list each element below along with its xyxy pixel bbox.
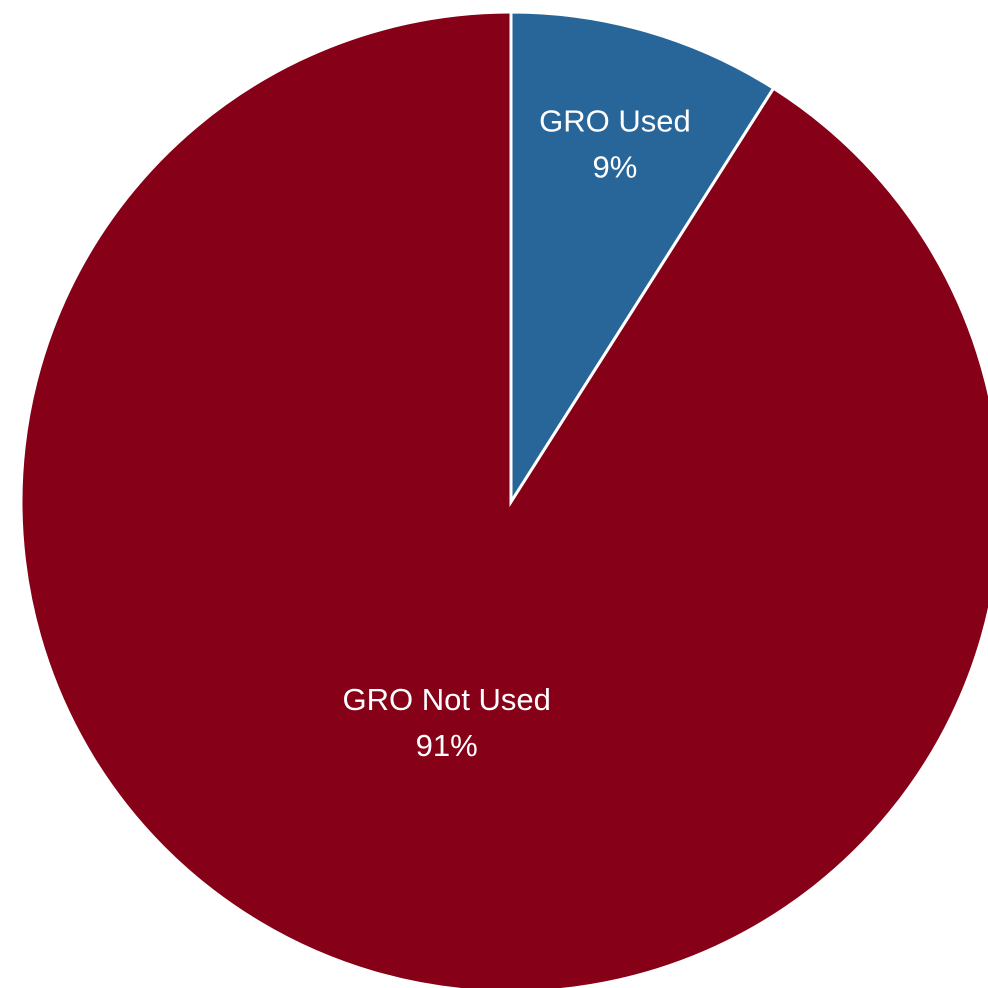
pie-slice-gro-not-used [19, 10, 988, 988]
slice-category-label: GRO Used [539, 103, 691, 138]
slice-category-label: GRO Not Used [342, 682, 550, 717]
slice-value-label: 9% [592, 149, 637, 184]
pie-slice-gro-used [509, 10, 776, 508]
slice-value-label: 91% [416, 728, 478, 763]
pie-data-labels: GRO Used 9% GRO Not Used 91% [342, 103, 690, 763]
pie-slices [19, 10, 988, 988]
